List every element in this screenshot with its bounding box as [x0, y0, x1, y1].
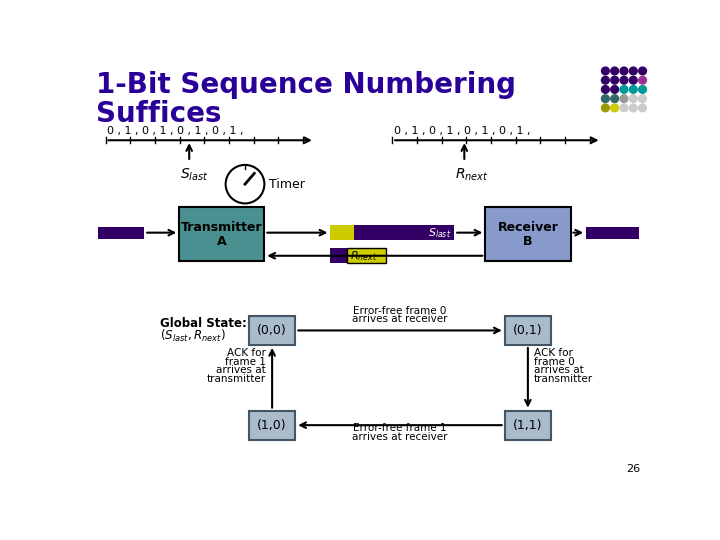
Circle shape: [620, 85, 628, 93]
Circle shape: [611, 76, 618, 84]
Text: Suffices: Suffices: [96, 100, 222, 128]
Circle shape: [601, 85, 609, 93]
Bar: [586, 226, 639, 239]
Text: A: A: [217, 234, 227, 248]
Text: Error-free frame 1: Error-free frame 1: [354, 423, 446, 433]
Circle shape: [601, 95, 609, 103]
Text: (0,1): (0,1): [513, 324, 543, 337]
Circle shape: [620, 104, 628, 112]
Circle shape: [620, 95, 628, 103]
Text: B: B: [523, 234, 533, 248]
Circle shape: [601, 76, 609, 84]
Text: Receiver: Receiver: [498, 221, 558, 234]
Circle shape: [611, 104, 618, 112]
Bar: [330, 225, 354, 240]
Circle shape: [611, 67, 618, 75]
Text: Timer: Timer: [269, 178, 305, 191]
Text: transmitter: transmitter: [534, 374, 593, 383]
Text: (1,1): (1,1): [513, 418, 543, 431]
Text: 1-Bit Sequence Numbering: 1-Bit Sequence Numbering: [96, 71, 516, 99]
Text: (1,0): (1,0): [257, 418, 287, 431]
Circle shape: [620, 76, 628, 84]
Circle shape: [629, 67, 637, 75]
Text: arrives at: arrives at: [216, 365, 266, 375]
Text: 26: 26: [626, 464, 640, 475]
Circle shape: [629, 85, 637, 93]
Text: frame 1: frame 1: [225, 357, 266, 367]
Bar: [505, 316, 551, 345]
Text: arrives at: arrives at: [534, 365, 584, 375]
Text: transmitter: transmitter: [207, 374, 266, 383]
Bar: [249, 316, 295, 345]
Text: arrives at receiver: arrives at receiver: [352, 432, 448, 442]
Text: frame 0: frame 0: [534, 357, 575, 367]
Text: Global State:: Global State:: [160, 316, 247, 329]
Bar: [330, 248, 347, 264]
Text: Error-free frame 0: Error-free frame 0: [354, 306, 446, 315]
Circle shape: [639, 85, 647, 93]
Text: Transmitter: Transmitter: [181, 221, 263, 234]
Text: ACK for: ACK for: [227, 348, 266, 358]
Circle shape: [620, 67, 628, 75]
Text: $S_{last}$: $S_{last}$: [180, 166, 209, 183]
Bar: [505, 410, 551, 440]
Bar: [249, 410, 295, 440]
Text: $S_{last}$: $S_{last}$: [428, 226, 451, 240]
Circle shape: [611, 95, 618, 103]
Bar: [485, 207, 570, 261]
Text: $R_{next}$: $R_{next}$: [455, 166, 489, 183]
Text: $R_{next}$: $R_{next}$: [351, 249, 378, 262]
Bar: [354, 225, 454, 240]
Bar: [347, 248, 386, 264]
Circle shape: [601, 104, 609, 112]
Text: ACK for: ACK for: [534, 348, 573, 358]
Circle shape: [629, 95, 637, 103]
Text: 0 , 1 , 0 , 1 , 0 , 1 , 0 , 1 ,: 0 , 1 , 0 , 1 , 0 , 1 , 0 , 1 ,: [394, 126, 531, 136]
Circle shape: [639, 95, 647, 103]
Text: arrives at receiver: arrives at receiver: [352, 314, 448, 324]
Bar: [98, 226, 144, 239]
Circle shape: [601, 67, 609, 75]
Text: (0,0): (0,0): [257, 324, 287, 337]
Circle shape: [639, 67, 647, 75]
Circle shape: [639, 76, 647, 84]
Bar: [179, 207, 264, 261]
Text: 0 , 1 , 0 , 1 , 0 , 1 , 0 , 1 ,: 0 , 1 , 0 , 1 , 0 , 1 , 0 , 1 ,: [107, 126, 243, 136]
Circle shape: [611, 85, 618, 93]
Text: $(S_{last}, R_{next})$: $(S_{last}, R_{next})$: [160, 328, 225, 344]
Circle shape: [639, 104, 647, 112]
Circle shape: [629, 76, 637, 84]
Circle shape: [629, 104, 637, 112]
